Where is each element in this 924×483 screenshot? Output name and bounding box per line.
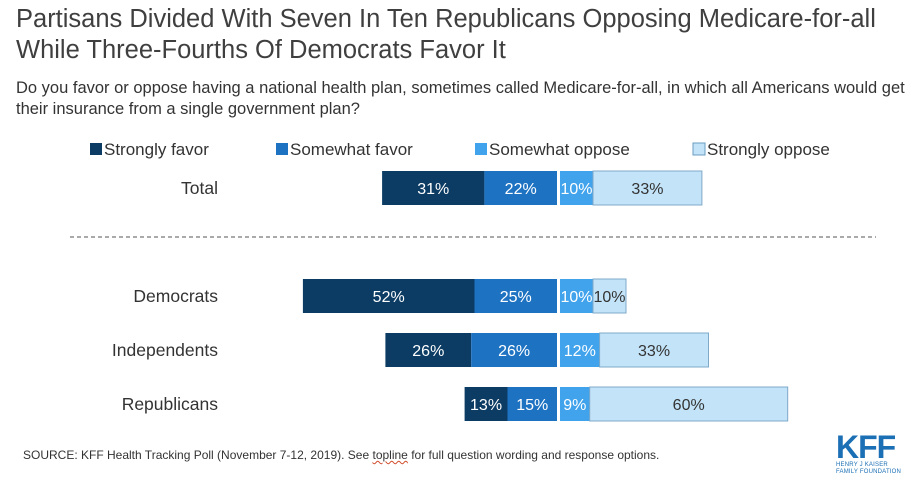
legend-label-2: Somewhat favor [290,140,413,159]
legend-swatch-2 [276,143,288,155]
diverging-bar-chart: Strongly favor Somewhat favor Somewhat opp… [70,140,876,422]
legend-label-3: Somewhat oppose [489,140,630,159]
source-prefix: SOURCE: KFF Health Tracking Poll (Novemb… [23,448,373,462]
bar-label-total-4: 33% [631,181,663,198]
kff-logo: KFF HENRY J KAISER FAMILY FOUNDATION [836,429,906,478]
bar-independents-somewhat-oppose [560,333,600,367]
bar-label-republicans-4: 60% [673,397,705,414]
logo-subline-1: HENRY J KAISER [836,462,888,468]
bar-democrats-strongly-favor [302,279,475,313]
bar-label-democrats-4: 10% [593,289,625,306]
bar-label-republicans-2: 15% [516,397,548,414]
bar-label-independents-1: 26% [412,343,444,360]
bar-independents-somewhat-favor [471,333,557,367]
bar-democrats-strongly-oppose [592,278,627,314]
bar-total-strongly-favor [382,171,485,205]
category-label-republicans: Republicans [122,394,219,414]
bar-democrats-somewhat-oppose [560,279,593,313]
chart-subtitle: Do you favor or oppose having a national… [16,79,905,118]
bar-total-strongly-oppose [592,170,703,206]
legend-label-1: Strongly favor [104,140,209,159]
bar-label-republicans-3: 9% [563,397,586,414]
category-label-democrats: Democrats [133,286,218,306]
legend-swatch-1 [90,143,102,155]
bar-label-total-2: 22% [505,181,537,198]
bar-label-democrats-2: 25% [500,289,532,306]
legend-label-4: Strongly oppose [707,140,830,159]
bar-label-independents-2: 26% [498,343,530,360]
legend-item-3: Somewhat oppose [475,140,630,159]
bar-independents-strongly-favor [385,333,472,367]
category-label-independents: Independents [112,340,218,360]
bar-republicans-somewhat-favor [507,387,557,421]
bar-republicans-somewhat-oppose [560,387,590,421]
category-label-total: Total [181,178,218,198]
bar-label-republicans-1: 13% [470,397,502,414]
logo-wordmark: KFF [836,429,896,465]
bar-label-democrats-3: 10% [560,289,592,306]
bar-label-total-3: 10% [560,181,592,198]
bar-label-independents-3: 12% [564,343,596,360]
bar-independents-strongly-oppose [599,332,709,368]
bar-total-somewhat-oppose [560,171,593,205]
bar-republicans-strongly-favor [464,387,508,421]
legend-swatch-3 [475,143,487,155]
source-suffix: for full question wording and response o… [407,448,660,462]
topline-link[interactable]: topline [372,448,408,462]
bar-democrats-somewhat-favor [474,279,557,313]
bar-republicans-strongly-oppose [589,386,789,422]
legend-item-4: Strongly oppose [692,140,830,159]
source-note: SOURCE: KFF Health Tracking Poll (Novemb… [23,448,659,462]
bar-label-democrats-1: 52% [373,289,405,306]
legend-item-1: Strongly favor [90,140,209,159]
legend-item-2: Somewhat favor [276,140,413,159]
chart-title: Partisans Divided With Seven In Ten Repu… [16,5,876,64]
bar-label-independents-4: 33% [638,343,670,360]
legend-swatch-4 [692,142,706,156]
bar-total-somewhat-favor [484,171,557,205]
logo-subline-2: FAMILY FOUNDATION [836,469,902,475]
bar-label-total-1: 31% [417,181,449,198]
